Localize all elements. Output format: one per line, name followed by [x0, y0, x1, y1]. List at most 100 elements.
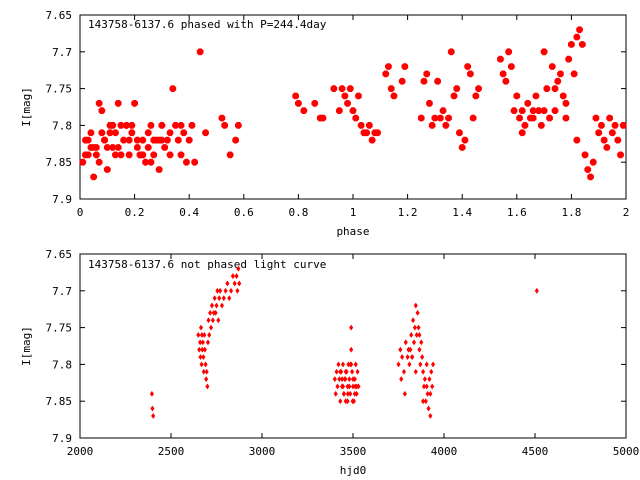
data-point	[429, 368, 434, 375]
data-point	[131, 100, 139, 107]
data-point	[215, 287, 220, 294]
data-point	[201, 354, 206, 360]
data-point	[103, 166, 111, 173]
data-point	[98, 107, 106, 114]
data-point	[340, 383, 346, 390]
data-point	[204, 368, 209, 375]
data-point	[587, 173, 594, 181]
data-point	[177, 122, 185, 129]
data-point	[183, 158, 190, 166]
data-point	[414, 332, 419, 338]
data-point	[573, 33, 581, 41]
data-point	[114, 144, 122, 151]
data-point	[518, 129, 526, 137]
data-point	[202, 129, 209, 137]
data-point	[225, 280, 230, 287]
data-point	[349, 324, 354, 331]
data-point	[147, 122, 155, 129]
data-point	[128, 122, 136, 129]
data-point	[335, 383, 340, 390]
data-point	[208, 309, 213, 316]
data-point	[436, 114, 444, 122]
data-point	[606, 114, 613, 122]
data-point	[79, 158, 87, 166]
y-tick-label: 7.85	[46, 395, 73, 408]
data-point	[177, 151, 185, 159]
data-point	[174, 136, 182, 144]
data-point	[466, 70, 474, 78]
data-point	[390, 92, 398, 100]
data-point	[101, 136, 108, 144]
chart-title: 143758-6137.6 not phased light curve	[88, 258, 326, 271]
data-point	[513, 92, 521, 100]
data-point	[529, 114, 537, 122]
data-point	[151, 412, 156, 419]
data-point	[169, 85, 177, 92]
x-tick-label: 0.4	[179, 206, 199, 219]
data-point	[426, 405, 431, 412]
data-point	[413, 302, 418, 309]
data-point	[421, 368, 426, 375]
data-point	[546, 114, 553, 122]
data-point	[235, 287, 240, 294]
data-point	[410, 354, 415, 360]
data-point	[350, 398, 355, 405]
data-point	[333, 390, 338, 397]
data-point	[120, 136, 127, 144]
data-point	[340, 361, 346, 368]
data-point	[417, 346, 422, 353]
data-point	[584, 166, 592, 173]
x-tick-label: 3500	[340, 445, 367, 458]
data-point	[185, 136, 193, 144]
data-point	[95, 100, 103, 107]
chart-title: 143758-6137.6 phased with P=244.4day	[88, 18, 327, 31]
data-point	[595, 129, 603, 137]
data-point	[557, 70, 564, 78]
data-point	[343, 376, 348, 383]
data-point	[396, 361, 401, 368]
data-point	[226, 151, 234, 159]
data-point	[142, 158, 149, 166]
data-point	[330, 85, 338, 92]
data-point	[548, 63, 556, 70]
data-point	[109, 122, 117, 129]
data-point	[461, 136, 469, 144]
data-point	[90, 173, 97, 181]
data-point	[334, 368, 339, 375]
data-point	[300, 107, 308, 114]
data-point	[344, 100, 351, 107]
data-point	[123, 122, 130, 129]
data-point	[103, 144, 111, 151]
data-point	[419, 339, 424, 346]
data-point	[516, 114, 523, 122]
data-point	[292, 92, 300, 100]
data-point	[350, 376, 356, 383]
data-point	[357, 122, 365, 129]
data-point	[559, 92, 567, 100]
data-point	[341, 92, 349, 100]
data-point	[155, 166, 163, 173]
data-point	[180, 129, 188, 137]
data-point	[428, 390, 433, 397]
data-point	[150, 405, 155, 412]
data-point	[117, 151, 125, 159]
data-point	[551, 107, 559, 114]
data-point	[617, 151, 624, 159]
data-point	[172, 122, 179, 129]
data-point	[196, 332, 201, 338]
data-point	[411, 339, 417, 346]
data-point	[540, 48, 548, 56]
data-point	[348, 361, 353, 368]
data-point	[562, 114, 570, 122]
data-point	[456, 129, 463, 137]
data-point	[150, 151, 158, 159]
y-tick-label: 7.85	[46, 156, 73, 169]
data-point	[439, 107, 447, 114]
data-point	[232, 136, 240, 144]
data-point	[538, 122, 545, 129]
data-point	[128, 129, 136, 137]
data-point	[422, 376, 427, 383]
data-point	[338, 368, 343, 375]
data-point	[421, 383, 427, 390]
